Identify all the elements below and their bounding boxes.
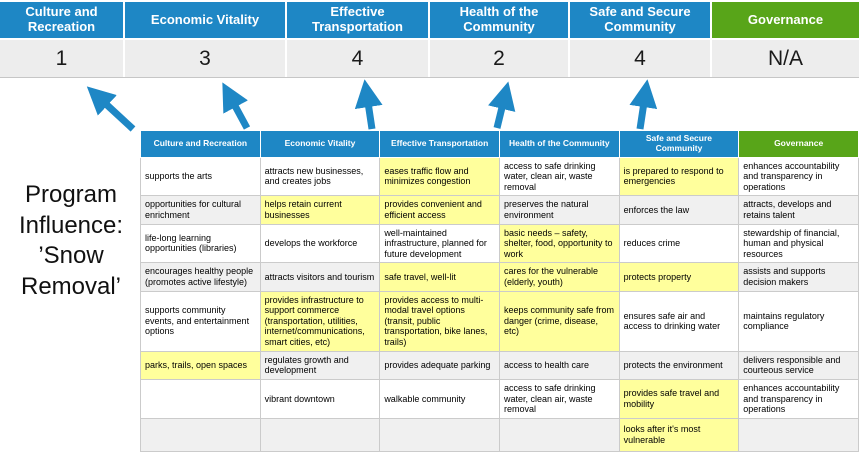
score-arrows [86, 79, 658, 132]
score-value-5: 4 [570, 40, 712, 77]
arrow-icon [629, 79, 658, 130]
matrix-cell-r3c3: well-maintained infrastructure, planned … [379, 223, 500, 264]
matrix-cell-r6c4: access to health care [498, 350, 620, 380]
matrix-cell-r6c3: provides adequate parking [379, 350, 500, 380]
matrix-cell-r5c3: provides access to multi-modal travel op… [379, 290, 500, 352]
matrix-cell-r6c1: parks, trails, open spaces [140, 350, 261, 380]
scoreboard-header-4: Health of the Community [430, 0, 570, 40]
matrix-cell-r7c3: walkable community [379, 378, 500, 419]
arrow-icon [354, 79, 383, 130]
score-value-2: 3 [125, 40, 287, 77]
matrix-cell-r6c5: protects the environment [618, 350, 740, 380]
matrix-row-2: opportunities for cultural enrichment hel… [140, 195, 859, 225]
matrix-cell-r6c6: delivers responsible and courteous servi… [738, 350, 859, 380]
matrix-cell-r7c6: enhances accountability and transparency… [738, 378, 859, 419]
matrix-cell-r1c5: is prepared to respond to emergencies [618, 156, 740, 197]
matrix-cell-r6c2: regulates growth and development [259, 350, 381, 380]
matrix-cell-r5c2: provides infrastructure to support comme… [259, 290, 381, 352]
program-influence-label: Program Influence: ’Snow Removal’ [18, 181, 124, 301]
matrix-row-3: life-long learning opportunities (librar… [140, 223, 859, 264]
matrix-row-4: encourages healthy people (promotes acti… [140, 262, 859, 292]
matrix-cell-r3c2: develops the workforce [259, 223, 381, 264]
matrix-cell-r8c3 [379, 417, 500, 452]
matrix-cell-r4c1: encourages healthy people (promotes acti… [140, 262, 261, 292]
score-value-6: N/A [712, 40, 859, 77]
scoreboard-score-row: 1 3 4 2 4 N/A [0, 40, 859, 78]
matrix-header-2: Economic Vitality [259, 130, 381, 158]
matrix-cell-r7c5: provides safe travel and mobility [618, 378, 740, 419]
matrix-row-8: looks after it's most vulnerable [140, 417, 859, 452]
scoreboard-header-2: Economic Vitality [125, 0, 287, 40]
matrix-cell-r3c5: reduces crime [618, 223, 740, 264]
matrix-cell-r8c1 [140, 417, 261, 452]
matrix-cell-r2c4: preserves the natural environment [498, 195, 620, 225]
matrix-row-6: parks, trails, open spaces regulates grow… [140, 350, 859, 380]
score-value-3: 4 [287, 40, 430, 77]
scoreboard-header-row: Culture and Recreation Economic Vitality E… [0, 0, 859, 40]
matrix-cell-r1c4: access to safe drinking water, clean air… [498, 156, 620, 197]
matrix-cell-r2c3: provides convenient and efficient access [379, 195, 500, 225]
matrix-cell-r1c6: enhances accountability and transparency… [738, 156, 859, 197]
matrix-cell-r7c2: vibrant downtown [259, 378, 381, 419]
matrix-cell-r8c2 [259, 417, 381, 452]
matrix-cell-r2c1: opportunities for cultural enrichment [140, 195, 261, 225]
matrix-row-5: supports community events, and entertain… [140, 290, 859, 352]
scoreboard-header-1: Culture and Recreation [0, 0, 125, 40]
matrix-cell-r1c1: supports the arts [140, 156, 261, 197]
matrix-row-7: vibrant downtown walkable community access… [140, 378, 859, 419]
matrix-header-1: Culture and Recreation [140, 130, 261, 158]
matrix-cell-r4c5: protects property [618, 262, 740, 292]
matrix-cell-r8c6 [738, 417, 859, 452]
matrix-header-3: Effective Transportation [379, 130, 500, 158]
matrix-cell-r2c6: attracts, develops and retains talent [738, 195, 859, 225]
matrix-cell-r5c5: ensures safe air and access to drinking … [618, 290, 740, 352]
matrix-body: supports the arts attracts new businesses… [140, 156, 859, 452]
score-value-4: 2 [430, 40, 570, 77]
matrix-row-1: supports the arts attracts new businesses… [140, 156, 859, 197]
scoreboard-header-3: Effective Transportation [287, 0, 430, 40]
matrix-cell-r3c6: stewardship of financial, human and phys… [738, 223, 859, 264]
value-matrix-table: Culture and Recreation Economic Vitality E… [140, 130, 859, 452]
matrix-header-5: Safe and Secure Community [618, 130, 740, 158]
matrix-cell-r8c4 [498, 417, 620, 452]
scoreboard-header-6: Governance [712, 0, 859, 40]
matrix-cell-r3c1: life-long learning opportunities (librar… [140, 223, 261, 264]
matrix-cell-r4c4: cares for the vulnerable (elderly, youth… [498, 262, 620, 292]
scoreboard-header-5: Safe and Secure Community [570, 0, 712, 40]
matrix-cell-r7c4: access to safe drinking water, clean air… [498, 378, 620, 419]
matrix-cell-r5c6: maintains regulatory compliance [738, 290, 859, 352]
matrix-cell-r1c3: eases traffic flow and minimizes congest… [379, 156, 500, 197]
score-value-1: 1 [0, 40, 125, 77]
matrix-cell-r4c6: assists and supports decision makers [738, 262, 859, 292]
matrix-cell-r4c3: safe travel, well-lit [379, 262, 500, 292]
matrix-cell-r7c1 [140, 378, 261, 419]
value-matrix: Culture and Recreation Economic Vitality E… [140, 130, 859, 452]
arrow-icon [86, 86, 136, 132]
matrix-cell-r8c5: looks after it's most vulnerable [618, 417, 740, 452]
arrow-icon [222, 82, 251, 130]
matrix-cell-r3c4: basic needs – safety, shelter, food, opp… [498, 223, 620, 264]
matrix-cell-r5c1: supports community events, and entertain… [140, 290, 261, 352]
matrix-header-4: Health of the Community [498, 130, 620, 158]
matrix-cell-r1c2: attracts new businesses, and creates job… [259, 156, 381, 197]
matrix-cell-r5c4: keeps community safe from danger (crime,… [498, 290, 620, 352]
matrix-cell-r2c5: enforces the law [618, 195, 740, 225]
matrix-header-6: Governance [738, 130, 859, 158]
arrow-icon [488, 81, 516, 129]
matrix-cell-r2c2: helps retain current businesses [259, 195, 381, 225]
matrix-cell-r4c2: attracts visitors and tourism [259, 262, 381, 292]
matrix-header-row: Culture and Recreation Economic Vitality E… [140, 130, 859, 158]
